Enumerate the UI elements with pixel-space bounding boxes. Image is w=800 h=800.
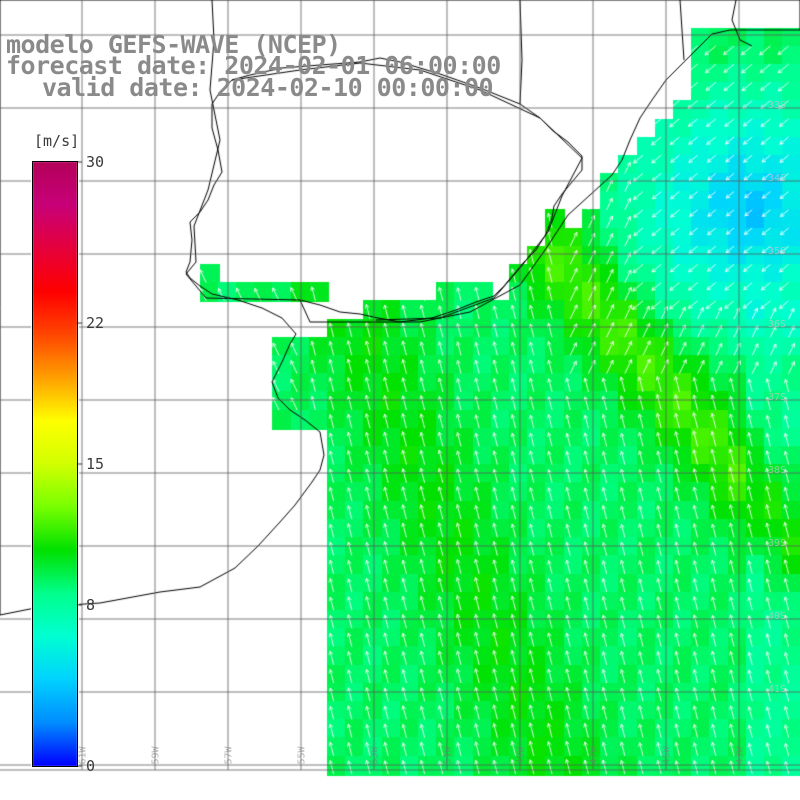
longitude-label: 49W xyxy=(515,746,527,765)
longitude-label: 61W xyxy=(77,746,89,765)
longitude-label: 59W xyxy=(150,746,162,765)
latitude-label: 36S xyxy=(768,319,787,330)
latitude-label: 35S xyxy=(768,246,787,257)
latitude-label: 37S xyxy=(768,392,787,403)
longitude-label: 43W xyxy=(734,746,746,765)
colorbar xyxy=(32,161,78,767)
colorbar-tick-label: 15 xyxy=(86,455,105,473)
longitude-label: 51W xyxy=(442,746,454,765)
title-forecast-date: forecast date: 2024-02-01 06:00:00 xyxy=(6,51,501,80)
latitude-label: 34S xyxy=(768,173,787,184)
longitude-label: 45W xyxy=(661,746,673,765)
longitude-label: 47W xyxy=(588,746,600,765)
latitude-label: 41S xyxy=(768,684,787,695)
latitude-label: 33S xyxy=(768,100,787,111)
longitude-label: 53W xyxy=(369,746,381,765)
colorbar-unit-label: [m/s] xyxy=(34,132,80,150)
longitude-label: 57W xyxy=(223,746,235,765)
latitude-label: 38S xyxy=(768,465,787,476)
colorbar-tick-label: 22 xyxy=(86,314,105,333)
colorbar-tick-label: 30 xyxy=(86,153,105,171)
colorbar-tick-label: 8 xyxy=(86,595,96,614)
colorbar-tick-label: 0 xyxy=(86,757,96,775)
title-model: modelo GEFS-WAVE (NCEP) xyxy=(6,30,341,59)
latitude-label: 39S xyxy=(768,538,787,549)
latitude-label: 40S xyxy=(768,611,787,622)
title-valid-date: valid date: 2024-02-10 00:00:00 xyxy=(42,73,494,102)
longitude-label: 55W xyxy=(296,746,308,765)
